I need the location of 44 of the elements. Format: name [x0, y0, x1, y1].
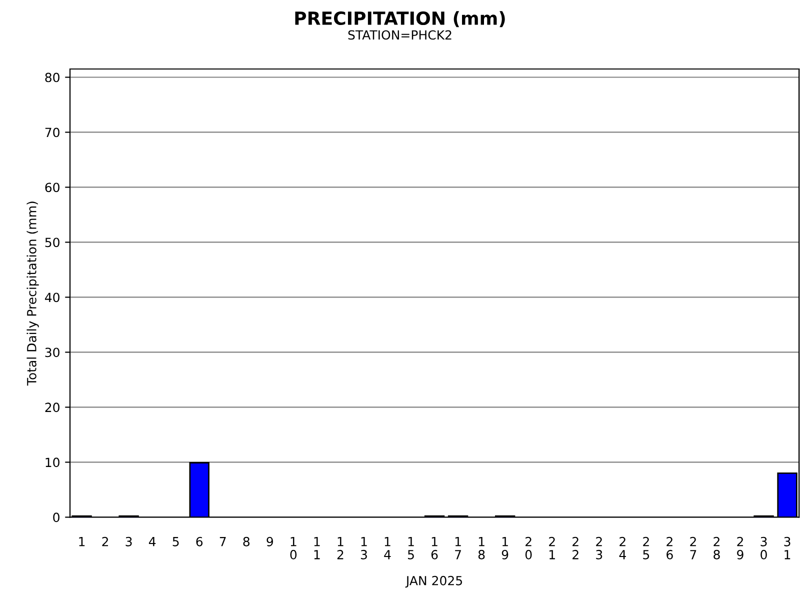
- y-tick-label: 20: [45, 402, 60, 412]
- x-tick-label: 14: [384, 537, 391, 560]
- x-tick-label: 27: [690, 536, 696, 560]
- x-tick-label: 25: [643, 536, 650, 560]
- x-tick-label: 13: [360, 537, 367, 560]
- x-tick-label: 5: [172, 537, 179, 546]
- x-tick-label: 20: [525, 536, 532, 560]
- y-tick-label: 70: [45, 128, 60, 138]
- x-tick-label: 24: [619, 536, 626, 560]
- x-axis-title: JAN 2025: [405, 576, 462, 588]
- x-tick-label: 1 2: [337, 537, 344, 560]
- x-tick-label: 18: [478, 537, 485, 560]
- x-tick-label: 19: [502, 537, 508, 560]
- y-tick-label: 0: [53, 512, 60, 522]
- y-tick-label: 40: [44, 292, 60, 302]
- x-tick-label: 9: [266, 536, 273, 546]
- y-tick-label: 30: [45, 348, 60, 358]
- x-tick-label: 21: [549, 536, 555, 560]
- x-tick-label: 30: [760, 536, 767, 560]
- x-tick-label: 26: [666, 536, 673, 560]
- x-tick-label: 11: [314, 537, 320, 560]
- chart-title: PRECIPITATION (mm): [295, 11, 505, 28]
- x-tick-label: 28: [714, 536, 720, 560]
- x-tick-label: 2: [102, 536, 108, 546]
- y-tick-label: 60: [45, 182, 60, 192]
- y-tick-label: 80: [45, 72, 60, 82]
- x-tick-label: 3: [126, 536, 132, 546]
- x-tick-label: 8: [243, 536, 250, 546]
- x-tick-label: 29: [737, 536, 744, 560]
- x-tick-label: 7: [220, 537, 226, 546]
- x-tick-label: 1: [79, 537, 85, 546]
- y-tick-label: 50: [45, 238, 60, 248]
- x-tick-label: 16: [431, 537, 438, 560]
- chart-subtitle: STATION=PHCK2: [348, 30, 452, 40]
- y-tick-label: 10: [46, 458, 60, 468]
- x-tick-label: 22: [572, 536, 578, 560]
- x-tick-label: 15: [408, 537, 414, 560]
- x-tick-label: 6: [196, 536, 203, 546]
- y-axis-title: Total Daily Precipitation (mm): [26, 202, 39, 386]
- x-tick-label: 10: [290, 537, 297, 560]
- x-tick-label: 4: [148, 537, 156, 546]
- x-tick-label: 17: [455, 537, 461, 560]
- x-tick-label: 31: [784, 536, 790, 560]
- x-tick-label: 23: [596, 536, 602, 560]
